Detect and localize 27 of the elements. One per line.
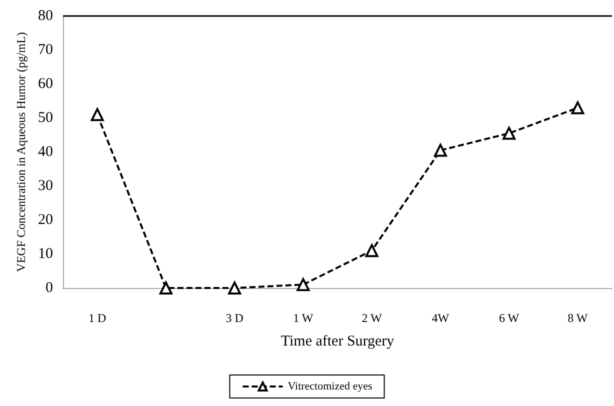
point [159, 282, 172, 294]
y-tick-label: 80 [38, 8, 53, 24]
legend-label: Vitrectomized eyes [288, 380, 372, 392]
y-tick-label: 0 [46, 280, 53, 296]
x-tick-label: 4W [432, 311, 450, 325]
point [296, 278, 310, 292]
x-tick-label: 1 W [293, 311, 314, 325]
x-tick-label: 1 D [88, 311, 106, 325]
x-tick-label: 3 D [226, 311, 244, 325]
y-tick-label: 30 [38, 178, 53, 194]
x-tick-label: 8 W [568, 311, 588, 325]
y-tick-label: 60 [38, 76, 53, 92]
x-tick-label: 6 W [499, 311, 520, 325]
y-tick-label: 40 [38, 144, 53, 160]
x-axis-title: Time after Surgery [280, 334, 395, 350]
y-tick-label: 50 [38, 110, 53, 126]
y-axis-title: VEGF Concentration in Aqueous Humor (pg/mL) [14, 32, 28, 272]
y-tick-label: 20 [38, 212, 53, 228]
y-tick-label: 70 [38, 42, 53, 58]
point [90, 108, 104, 122]
point [365, 244, 378, 258]
point [502, 126, 516, 140]
x-tick-label: 2 W [362, 311, 383, 325]
point [228, 282, 242, 294]
point [434, 144, 447, 157]
point [571, 101, 584, 114]
y-tick-label: 10 [38, 246, 53, 262]
